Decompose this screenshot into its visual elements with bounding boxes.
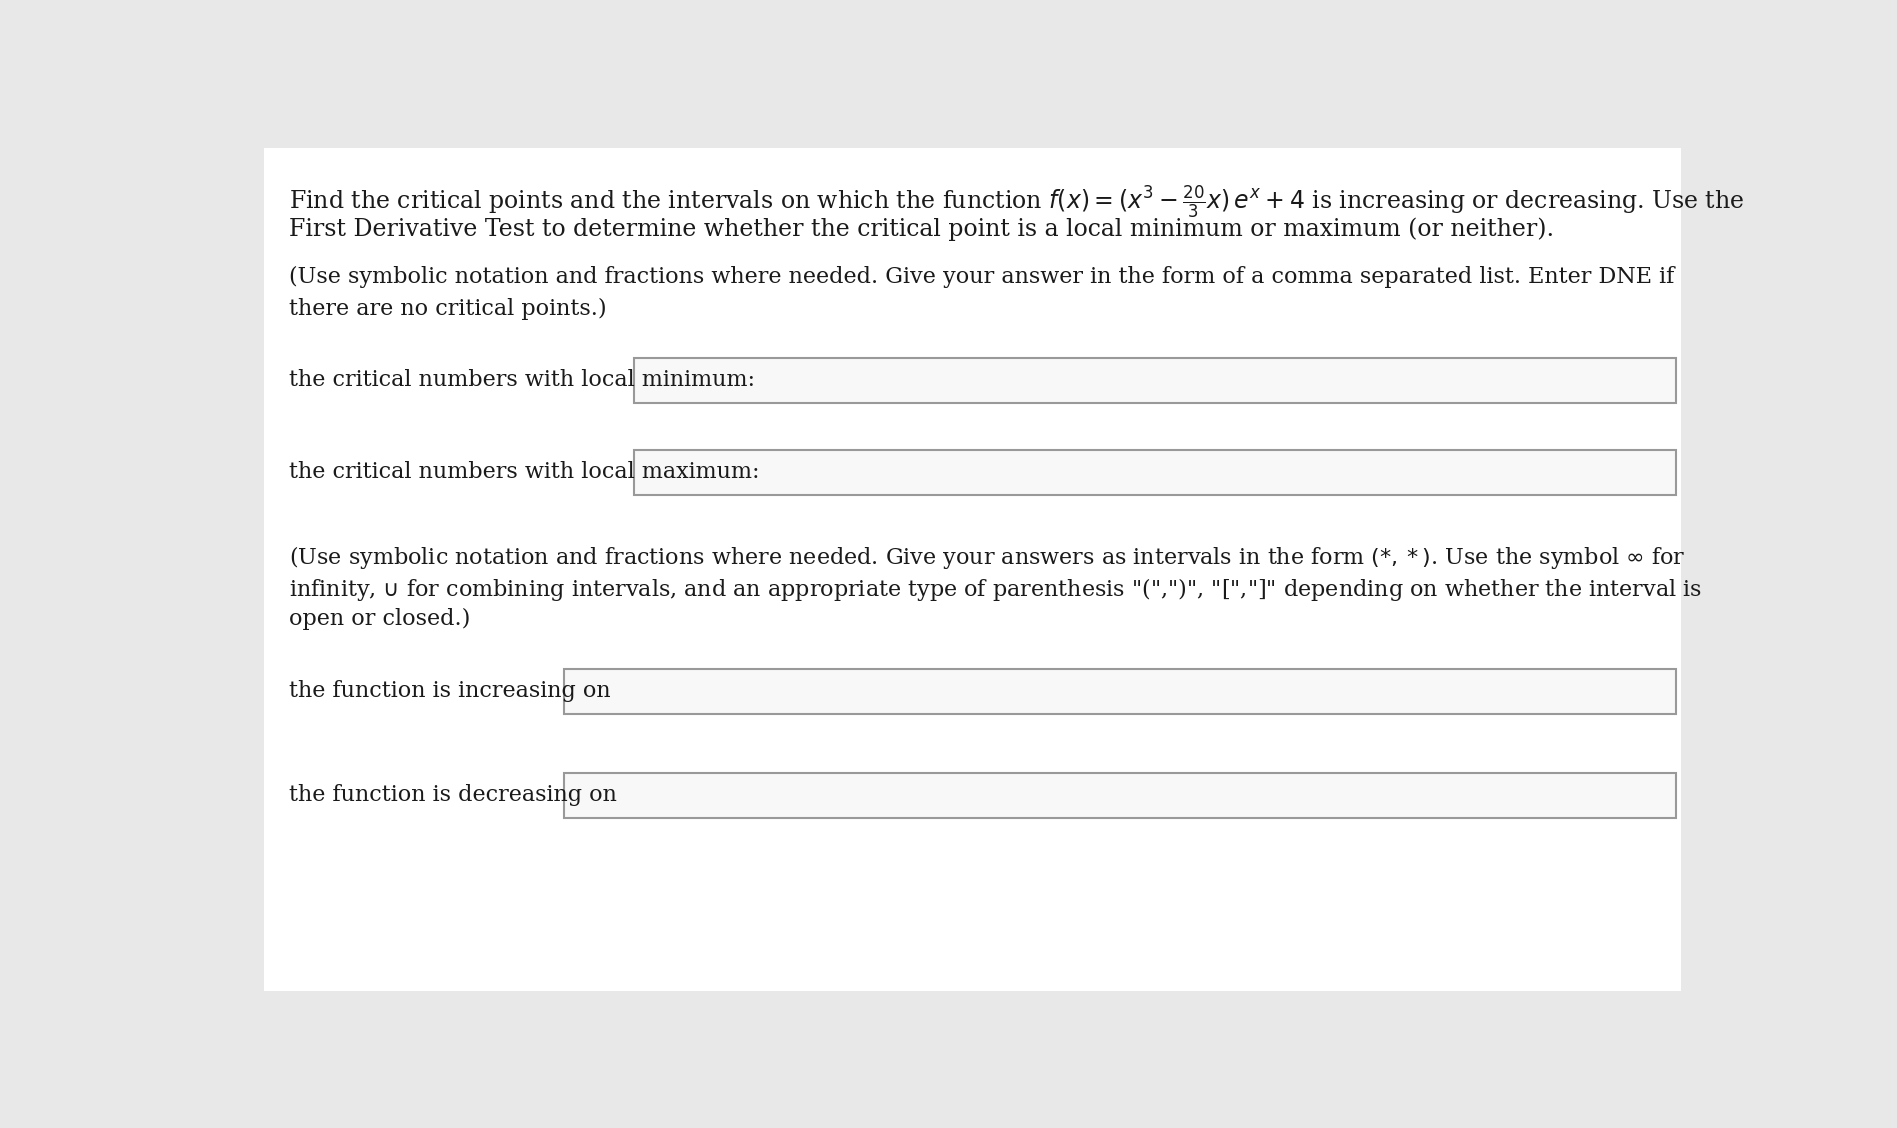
Text: there are no critical points.): there are no critical points.) (288, 298, 607, 320)
FancyBboxPatch shape (563, 773, 1677, 818)
Text: (Use symbolic notation and fractions where needed. Give your answer in the form : (Use symbolic notation and fractions whe… (288, 266, 1673, 288)
Text: First Derivative Test to determine whether the critical point is a local minimum: First Derivative Test to determine wheth… (288, 218, 1554, 241)
FancyBboxPatch shape (563, 669, 1677, 714)
Text: the critical numbers with local maximum:: the critical numbers with local maximum: (288, 461, 759, 484)
Text: infinity, $\cup$ for combining intervals, and an appropriate type of parenthesis: infinity, $\cup$ for combining intervals… (288, 575, 1702, 602)
Text: the function is increasing on: the function is increasing on (288, 680, 611, 703)
Text: (Use symbolic notation and fractions where needed. Give your answers as interval: (Use symbolic notation and fractions whe… (288, 544, 1685, 571)
FancyBboxPatch shape (634, 450, 1677, 495)
FancyBboxPatch shape (634, 358, 1677, 403)
Text: the function is decreasing on: the function is decreasing on (288, 784, 617, 807)
Text: open or closed.): open or closed.) (288, 608, 470, 629)
Text: Find the critical points and the intervals on which the function $f(x) = (x^3 - : Find the critical points and the interva… (288, 183, 1743, 220)
Text: the critical numbers with local minimum:: the critical numbers with local minimum: (288, 369, 755, 391)
FancyBboxPatch shape (264, 149, 1681, 990)
